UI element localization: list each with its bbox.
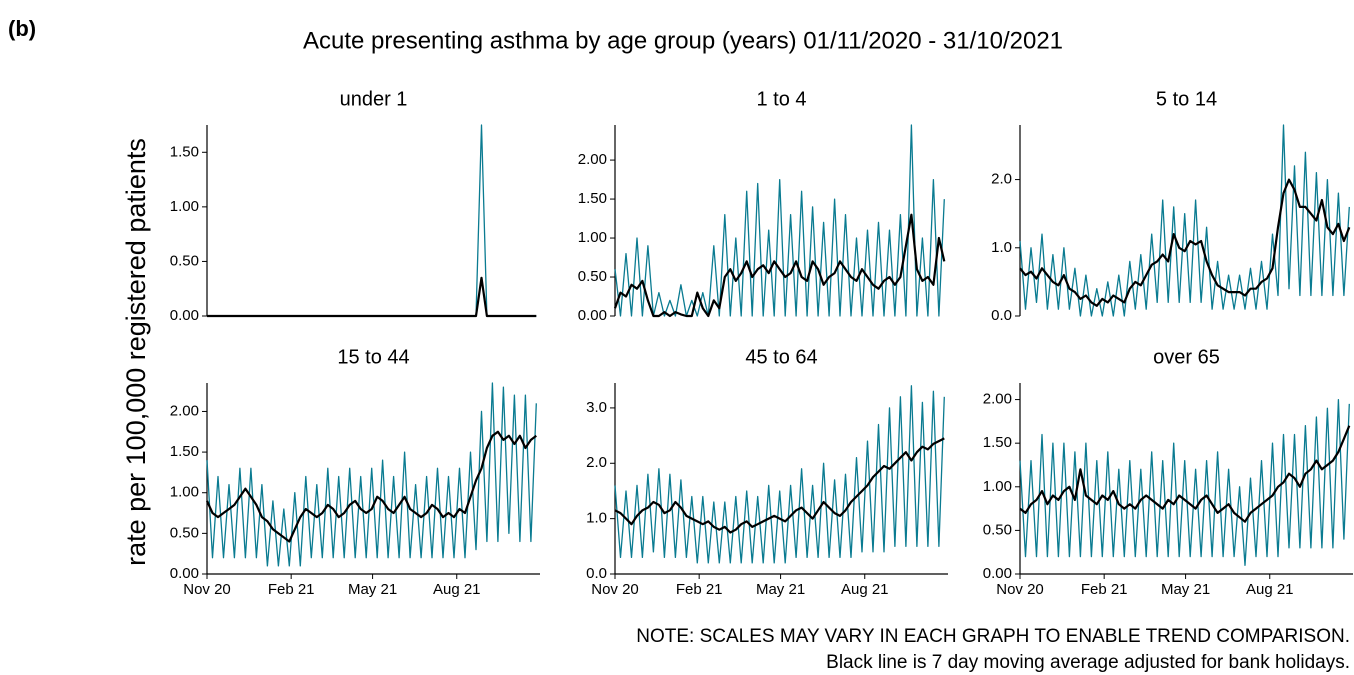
y-axis-label: rate per 100,000 registered patients bbox=[121, 138, 151, 566]
y-tick-label: 0.00 bbox=[983, 565, 1012, 582]
y-tick-label: 0.50 bbox=[170, 524, 199, 541]
y-tick-label: 3.0 bbox=[586, 399, 607, 416]
y-tick-label: 0.00 bbox=[578, 307, 607, 324]
panel-title: 5 to 14 bbox=[1156, 88, 1217, 110]
series-line bbox=[207, 276, 537, 318]
panel-title: under 1 bbox=[340, 88, 408, 110]
series-line bbox=[1019, 178, 1351, 307]
y-tick-label: 2.0 bbox=[991, 171, 1012, 188]
y-tick-label: 0.50 bbox=[578, 268, 607, 285]
y-tick-label: 2.0 bbox=[586, 454, 607, 471]
y-tick-label: 1.00 bbox=[578, 229, 607, 246]
y-tick-label: 1.50 bbox=[170, 143, 199, 160]
x-tick-label: May 21 bbox=[756, 581, 805, 598]
y-tick-label: 2.00 bbox=[578, 151, 607, 168]
y-tick-label: 1.0 bbox=[991, 239, 1012, 256]
y-tick-label: 0.50 bbox=[170, 252, 199, 269]
y-tick-label: 2.00 bbox=[170, 402, 199, 419]
x-tick-label: Feb 21 bbox=[1081, 581, 1128, 598]
panel-title: 1 to 4 bbox=[756, 88, 806, 110]
series-line bbox=[205, 430, 537, 543]
x-tick-label: Nov 20 bbox=[996, 581, 1044, 598]
y-tick-label: 0.0 bbox=[586, 565, 607, 582]
series-line bbox=[614, 385, 945, 564]
figure-title: Acute presenting asthma by age group (ye… bbox=[303, 27, 1063, 54]
x-tick-label: Nov 20 bbox=[591, 581, 639, 598]
y-tick-label: 0.00 bbox=[170, 565, 199, 582]
series-line bbox=[1019, 398, 1350, 566]
x-tick-label: May 21 bbox=[1161, 581, 1210, 598]
series-line bbox=[1019, 124, 1350, 317]
panel-label: (b) bbox=[8, 16, 36, 41]
y-tick-label: 1.0 bbox=[586, 510, 607, 527]
y-tick-label: 1.50 bbox=[170, 443, 199, 460]
x-tick-label: Aug 21 bbox=[433, 581, 481, 598]
series-line bbox=[206, 382, 537, 567]
x-tick-label: May 21 bbox=[348, 581, 397, 598]
x-tick-label: Aug 21 bbox=[841, 581, 889, 598]
series-line bbox=[207, 124, 537, 317]
y-tick-label: 2.00 bbox=[983, 391, 1012, 408]
y-tick-label: 1.00 bbox=[983, 478, 1012, 495]
panel-title: 45 to 64 bbox=[745, 346, 817, 368]
y-tick-label: 1.00 bbox=[170, 484, 199, 501]
y-tick-label: 1.50 bbox=[578, 190, 607, 207]
note: Black line is 7 day moving average adjus… bbox=[826, 652, 1350, 673]
x-tick-label: Aug 21 bbox=[1246, 581, 1294, 598]
y-tick-label: 1.00 bbox=[170, 198, 199, 215]
y-tick-label: 0.00 bbox=[170, 307, 199, 324]
x-tick-label: Feb 21 bbox=[676, 581, 723, 598]
series-line bbox=[614, 124, 945, 317]
note: NOTE: SCALES MAY VARY IN EACH GRAPH TO E… bbox=[636, 626, 1350, 647]
panel-title: over 65 bbox=[1153, 346, 1220, 368]
series-line bbox=[613, 213, 946, 318]
y-tick-label: 1.50 bbox=[983, 434, 1012, 451]
series-line bbox=[1019, 425, 1351, 523]
x-tick-label: Feb 21 bbox=[268, 581, 315, 598]
y-tick-label: 0.50 bbox=[983, 521, 1012, 538]
x-tick-label: Nov 20 bbox=[183, 581, 231, 598]
series-line bbox=[614, 437, 945, 534]
y-tick-label: 0.0 bbox=[991, 307, 1012, 324]
panel-title: 15 to 44 bbox=[337, 346, 409, 368]
